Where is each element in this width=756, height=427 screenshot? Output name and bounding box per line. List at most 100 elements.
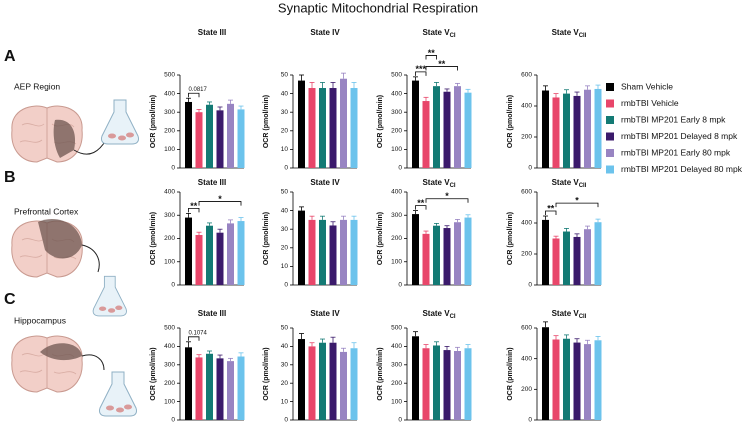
y-tick-label: 10 xyxy=(281,398,289,405)
y-tick-label: 500 xyxy=(391,72,402,79)
y-tick-label: 500 xyxy=(391,325,402,332)
legend-label: rmbTBI MP201 Early 80 mpk xyxy=(621,147,731,157)
panel-letter: B xyxy=(4,169,16,186)
significance-bracket xyxy=(555,202,599,208)
y-tick-label: 40 xyxy=(281,343,289,350)
bar xyxy=(594,88,602,168)
y-axis-label: OCR (pmol/min) xyxy=(150,95,157,148)
y-axis-label: OCR (pmol/min) xyxy=(377,212,384,265)
y-tick-label: 30 xyxy=(281,226,289,233)
legend-label: rmbTBI Vehicle xyxy=(621,98,679,108)
y-tick-label: 10 xyxy=(281,263,289,270)
y-tick-label: 0 xyxy=(528,417,532,424)
y-tick-label: 100 xyxy=(164,146,175,153)
bar xyxy=(329,88,337,168)
chart-title: State IV xyxy=(310,309,340,318)
bar xyxy=(584,229,591,285)
bar xyxy=(584,89,591,168)
chart-title: State VCI xyxy=(422,309,455,319)
y-tick-label: 200 xyxy=(521,134,532,141)
significance-bracket xyxy=(188,207,200,213)
legend-label: rmbTBI MP201 Early 8 mpk xyxy=(621,114,726,124)
bar xyxy=(422,233,430,285)
bar xyxy=(454,351,461,420)
y-tick-label: 200 xyxy=(391,235,402,242)
y-tick-label: 50 xyxy=(281,325,289,332)
bar xyxy=(340,219,347,285)
bar xyxy=(422,348,430,420)
y-tick-label: 0 xyxy=(528,165,532,172)
y-tick-label: 0 xyxy=(171,165,175,172)
bar xyxy=(216,110,224,168)
y-tick-label: 100 xyxy=(391,398,402,405)
chart-title: State VCI xyxy=(422,178,455,188)
y-tick-label: 400 xyxy=(521,220,532,227)
y-tick-label: 500 xyxy=(164,325,175,332)
figure-title: Synaptic Mitochondrial Respiration xyxy=(278,0,478,15)
y-tick-label: 400 xyxy=(164,343,175,350)
y-tick-label: 200 xyxy=(521,251,532,258)
y-axis-label: OCR (pmol/min) xyxy=(263,212,270,265)
chart-title: State VCII xyxy=(552,28,587,38)
significance-label: ** xyxy=(190,201,198,211)
bar xyxy=(443,350,451,420)
chart-title: State III xyxy=(198,178,226,187)
bar xyxy=(319,88,326,168)
y-tick-label: 400 xyxy=(391,343,402,350)
y-tick-label: 0 xyxy=(528,282,532,289)
title-subscript: CI xyxy=(450,314,456,320)
bar xyxy=(573,342,581,420)
significance-label: * xyxy=(445,191,449,201)
y-tick-label: 0 xyxy=(398,417,402,424)
significance-bracket xyxy=(415,71,427,76)
y-tick-label: 400 xyxy=(521,355,532,362)
bar xyxy=(340,78,347,168)
bar xyxy=(308,346,316,420)
title-subscript: CII xyxy=(579,33,587,39)
bar xyxy=(433,345,440,420)
significance-bracket xyxy=(188,336,200,341)
illustration-b xyxy=(11,218,127,317)
y-tick-label: 0 xyxy=(398,165,402,172)
bar xyxy=(350,219,358,285)
y-tick-label: 20 xyxy=(281,128,289,135)
chart-title: State VCII xyxy=(552,178,587,188)
bar xyxy=(573,95,581,168)
y-axis-label: OCR (pmol/min) xyxy=(507,95,514,148)
significance-bracket xyxy=(425,198,469,203)
y-axis-label: OCR (pmol/min) xyxy=(263,347,270,400)
y-tick-label: 400 xyxy=(521,103,532,110)
panel-letter: A xyxy=(4,48,16,65)
y-axis-label: OCR (pmol/min) xyxy=(507,347,514,400)
y-tick-label: 40 xyxy=(281,207,289,214)
bar xyxy=(443,228,451,285)
bar xyxy=(195,357,203,420)
legend-swatch xyxy=(606,99,614,108)
bar xyxy=(464,92,472,168)
y-axis-label: OCR (pmol/min) xyxy=(377,347,384,400)
significance-label: ** xyxy=(438,59,446,69)
bar xyxy=(433,225,440,285)
bar xyxy=(454,222,461,285)
bar xyxy=(319,342,326,420)
y-axis-label: OCR (pmol/min) xyxy=(150,347,157,400)
y-tick-label: 500 xyxy=(164,72,175,79)
bar xyxy=(227,223,234,285)
legend-swatch xyxy=(606,116,614,124)
y-tick-label: 200 xyxy=(521,386,532,393)
y-tick-label: 100 xyxy=(391,258,402,265)
bar xyxy=(185,347,192,420)
y-tick-label: 200 xyxy=(164,128,175,135)
bar xyxy=(454,86,461,168)
chart-title: State IV xyxy=(310,178,340,187)
y-tick-label: 400 xyxy=(391,189,402,196)
chart-title: State III xyxy=(198,309,226,318)
panel-letter: C xyxy=(4,291,16,308)
significance-bracket xyxy=(425,66,458,71)
bar xyxy=(464,217,472,285)
bar xyxy=(185,217,192,285)
bar xyxy=(298,339,305,420)
y-tick-label: 20 xyxy=(281,245,289,252)
legend-swatch xyxy=(606,149,614,157)
y-tick-label: 0 xyxy=(171,282,175,289)
